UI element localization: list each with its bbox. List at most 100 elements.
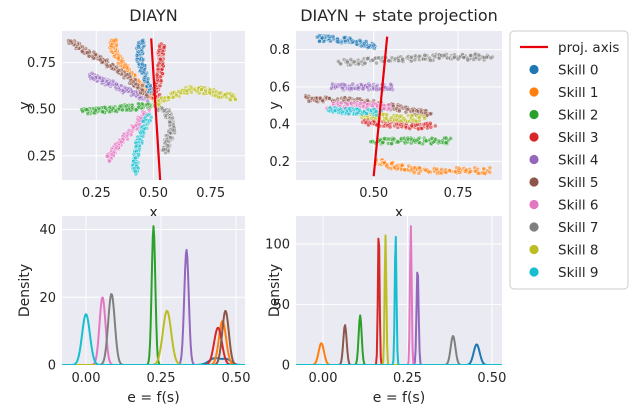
skill-2-point [443, 135, 449, 141]
legend-label: Skill 8 [558, 243, 599, 259]
skill-9-point [140, 118, 146, 124]
skill-1-point [434, 166, 440, 172]
skill-3-point [428, 124, 434, 130]
skill-7-point [455, 56, 461, 62]
skill-3-point [161, 45, 167, 50]
skill-1-point [476, 171, 482, 176]
skill-1-point [487, 169, 493, 175]
skill-2-density-curve [62, 225, 245, 365]
y-tick-label: 0.2 [269, 155, 290, 170]
skill-0-density-curve [62, 357, 245, 365]
y-tick-label: 20 [39, 291, 56, 306]
skill-9-point [138, 130, 144, 136]
legend-swatch-marker [529, 244, 539, 255]
skill-8-point [383, 116, 389, 121]
legend-swatch-marker [529, 87, 539, 97]
legend-swatch-marker [529, 267, 539, 277]
legend-swatch-marker [529, 177, 539, 187]
skill-4-point [388, 81, 393, 87]
skill-8-point [189, 90, 194, 95]
skill-7-point [442, 53, 447, 58]
skill-0-point [314, 34, 320, 40]
projection-axis-line [150, 38, 162, 180]
panel-title: DIAYN [129, 6, 177, 25]
skill-7-point [161, 147, 167, 152]
skill-6-point [130, 124, 136, 130]
skill-2-point [448, 136, 453, 141]
skill-0-point [341, 35, 347, 40]
skill-2-point [444, 140, 449, 145]
skill-9-trajectory [326, 105, 384, 118]
skill-7-point [161, 108, 167, 113]
legend-label: Skill 3 [558, 130, 599, 146]
legend-swatch-marker [529, 132, 539, 142]
skill-1-point [411, 170, 417, 176]
skill-3-point [154, 72, 160, 78]
skill-1-point [447, 168, 452, 174]
skill-7-point [412, 57, 418, 63]
skill-1-point [399, 162, 405, 168]
skill-7-point [409, 54, 414, 60]
plot-area [303, 33, 495, 177]
y-tick-label: 0.75 [27, 56, 56, 71]
projection-axis-line [372, 36, 389, 177]
skill-4-point [89, 70, 95, 76]
skill-2-point [417, 140, 422, 146]
skill-8-trajectory [151, 84, 238, 109]
skill-7-point [351, 59, 357, 64]
skill-2-point [368, 139, 374, 144]
skill-4-point [387, 86, 393, 92]
panel-p1: 0.25 0.50 0.75 0.25 0.50 0.75 x y DIAYN [17, 6, 245, 221]
x-tick-label: 0.50 [477, 371, 506, 386]
skill-3-point [428, 120, 433, 126]
panel-title: DIAYN + state projection [300, 6, 498, 25]
skill-7-point [374, 60, 379, 66]
skill-5-point [84, 50, 90, 55]
skill-3-point [158, 78, 164, 84]
x-axis-label: e = f(s) [373, 390, 425, 406]
skill-2-point [124, 107, 129, 113]
skill-5-point [68, 38, 74, 44]
x-axis-label: e = f(s) [127, 390, 179, 406]
skill-4-trajectory [87, 70, 150, 104]
skill-1-point [389, 161, 394, 167]
skill-5-point [144, 92, 150, 98]
legend-swatch-marker [529, 109, 539, 120]
panel-p2: 0.50 0.75 0.2 0.4 0.6 0.8 x y DIAYN + state proj… [267, 6, 502, 221]
skill-1-point [402, 167, 407, 172]
skill-5-point [306, 99, 312, 104]
skill-2-point [391, 136, 397, 142]
axes-background [296, 216, 502, 365]
x-tick-label: 0.00 [72, 371, 101, 386]
skill-8-point [229, 93, 234, 99]
x-tick-label: 0.75 [196, 186, 225, 201]
x-axis-label: x [395, 205, 403, 221]
legend-swatch-marker [529, 222, 539, 232]
x-tick-label: 0.25 [82, 186, 111, 201]
skill-2-trajectory [79, 100, 153, 117]
skill-7-trajectory [151, 100, 177, 155]
legend-label: Skill 1 [558, 85, 599, 101]
skill-2-point [83, 107, 89, 112]
skill-3-point [419, 126, 424, 131]
skill-2-point [133, 107, 139, 113]
legend-label: Skill 0 [558, 63, 599, 79]
skill-9-point [346, 111, 352, 117]
skill-1-point [426, 169, 432, 175]
legend-box [509, 30, 629, 290]
skill-7-point [386, 58, 392, 64]
skill-7-point [465, 57, 470, 63]
skill-4-point [89, 75, 95, 81]
skill-1-point [416, 170, 422, 176]
y-tick-label: 0.6 [269, 80, 290, 95]
skill-8-point [422, 116, 428, 121]
skill-9-point [140, 134, 146, 139]
skill-8-point [409, 113, 415, 118]
skill-7-point [422, 52, 428, 58]
x-tick-label: 0.50 [359, 186, 388, 201]
skill-4-point [342, 82, 348, 88]
panel-p4: 0.00 0.25 0.50 0 50 100 e = f(s) Density [265, 216, 506, 406]
legend-swatch-marker [529, 154, 539, 165]
legend-swatch-marker [529, 199, 539, 210]
x-tick-label: 0.75 [444, 186, 473, 201]
